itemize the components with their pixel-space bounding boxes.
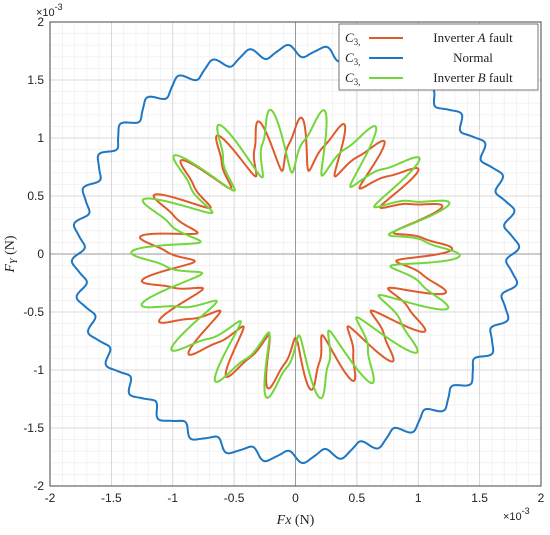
legend-label: Normal xyxy=(453,50,493,65)
y-tick-label: -1 xyxy=(33,363,44,377)
y-multiplier: ×10-3 xyxy=(36,2,63,19)
x-tick-label: 1.5 xyxy=(471,491,488,505)
y-tick-label: 1 xyxy=(37,131,44,145)
x-axis-label: Fx (N) xyxy=(276,513,315,528)
legend-prefix: C3, xyxy=(345,50,360,67)
x-tick-label: -1 xyxy=(167,491,178,505)
series-line-inverter-b-fault xyxy=(130,108,461,400)
x-tick-label: -0.5 xyxy=(224,491,245,505)
legend-label: Inverter B fault xyxy=(433,70,513,85)
y-axis-label: FY (N) xyxy=(3,235,20,273)
y-tick-label: -0.5 xyxy=(23,305,44,319)
y-tick-label: 0 xyxy=(37,247,44,261)
x-tick-label: 0 xyxy=(292,491,299,505)
x-tick-label: -2 xyxy=(45,491,56,505)
y-tick-label: -1.5 xyxy=(23,421,44,435)
x-tick-label: -1.5 xyxy=(101,491,122,505)
plot-frame xyxy=(49,21,542,487)
legend-prefix: C3, xyxy=(345,30,360,47)
y-tick-label: 0.5 xyxy=(27,189,44,203)
legend-label: Inverter A fault xyxy=(433,30,513,45)
y-tick-label: 2 xyxy=(37,15,44,29)
x-tick-label: 0.5 xyxy=(349,491,366,505)
x-multiplier: ×10-3 xyxy=(503,506,530,523)
x-tick-label: 1 xyxy=(415,491,422,505)
x-tick-label: 2 xyxy=(538,491,545,505)
y-tick-label: 1.5 xyxy=(27,73,44,87)
legend: C3, Inverter A fault C3, Normal C3, Inverter … xyxy=(338,23,539,91)
y-tick-label: -2 xyxy=(33,479,44,493)
series-line-inverter-a-fault xyxy=(138,116,454,391)
tick-labels: -2 -1.5 -1 -0.5 0 0.5 1 1.5 2 -2 -1.5 -1 -0.5 0 0.5 1 1.… xyxy=(23,15,544,505)
legend-prefix: C3, xyxy=(345,70,360,87)
